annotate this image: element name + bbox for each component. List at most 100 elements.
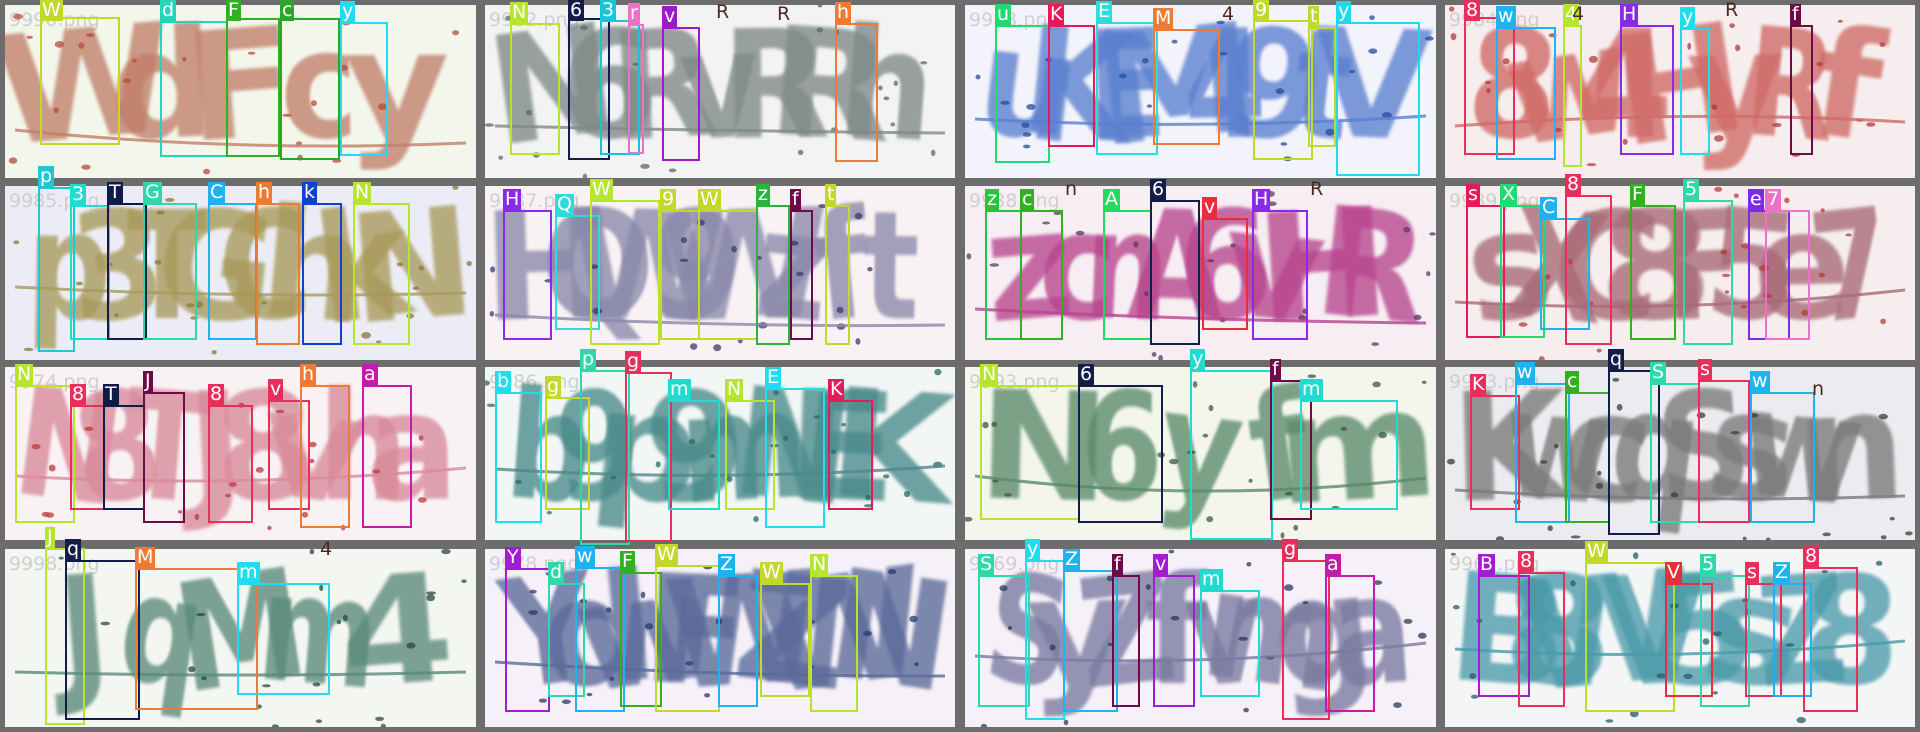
box-label: n: [1812, 378, 1825, 400]
box-label: f: [1112, 553, 1123, 575]
bounding-box: [1336, 22, 1420, 176]
bounding-box: [1270, 380, 1312, 520]
box-label: m: [237, 561, 260, 583]
box-label: Y: [505, 546, 521, 568]
bounding-box: [340, 22, 388, 156]
noise-dot: [1063, 719, 1069, 726]
box-label: t: [825, 183, 837, 205]
box-label: p: [38, 165, 55, 187]
bounding-box: [698, 210, 758, 340]
box-label: g: [625, 350, 642, 372]
box-label: 8: [1565, 173, 1582, 195]
bounding-box: [756, 205, 790, 345]
box-label: B: [1478, 553, 1496, 575]
box-label: 8: [1803, 545, 1820, 567]
box-label: y: [1680, 6, 1696, 28]
box-label: c: [1565, 370, 1580, 392]
bounding-box: [1150, 200, 1200, 345]
bounding-box: [825, 205, 850, 345]
box-label: W: [760, 561, 783, 583]
bounding-box: [545, 397, 590, 510]
box-label: K: [1048, 3, 1065, 25]
bounding-box: [160, 21, 228, 157]
box-label: d: [548, 561, 565, 583]
bounding-box: [65, 560, 140, 720]
bounding-box: [1253, 20, 1313, 160]
captcha-tile: 9993.png N 6 y f m: [965, 367, 1436, 540]
bounding-box: [1515, 383, 1570, 523]
bounding-box: [1464, 17, 1515, 155]
bounding-box: [268, 400, 310, 510]
box-label: 7: [1765, 188, 1782, 210]
bounding-box: [107, 203, 147, 340]
bounding-box: [1700, 575, 1750, 707]
box-label: K: [1470, 373, 1487, 395]
bounding-box: [1048, 25, 1095, 147]
box-label: m: [1300, 378, 1323, 400]
box-label: w: [1515, 361, 1535, 383]
box-label: q: [1608, 348, 1625, 370]
box-label: 6: [1150, 178, 1167, 200]
box-label: Z: [1773, 561, 1791, 583]
bounding-box: [668, 400, 720, 510]
noise-dot: [485, 123, 494, 127]
bounding-box: [1112, 575, 1140, 707]
bounding-box: [208, 405, 253, 523]
box-label: d: [160, 0, 177, 21]
noise-dot: [1450, 33, 1457, 41]
captcha-glyph: R: [1307, 186, 1436, 360]
box-label: F: [226, 0, 241, 21]
box-label: 4: [1222, 3, 1235, 25]
bounding-box: [1680, 28, 1710, 155]
box-label: f: [1790, 3, 1801, 25]
box-label: R: [716, 1, 730, 23]
box-label: z: [985, 188, 999, 210]
bounding-box: [503, 210, 552, 340]
noise-dot: [380, 723, 386, 727]
bounding-box: [1078, 385, 1163, 523]
bounding-box: [1153, 29, 1220, 145]
bounding-box: [143, 392, 185, 523]
noise-dot: [315, 719, 322, 723]
bounding-box: [1698, 380, 1750, 523]
noise-dot: [452, 30, 460, 36]
bounding-box: [620, 572, 662, 707]
box-label: 4: [1572, 3, 1585, 25]
box-label: E: [765, 366, 782, 388]
bounding-box: [1478, 575, 1530, 697]
bounding-box: [510, 23, 560, 155]
bounding-box: [362, 385, 412, 528]
bounding-box: [718, 575, 758, 707]
box-label: k: [302, 181, 318, 203]
bounding-box: [1750, 392, 1815, 523]
box-label: C: [208, 181, 226, 203]
bounding-box: [628, 24, 644, 154]
box-label: m: [1200, 568, 1223, 590]
box-label: X: [1500, 183, 1518, 205]
box-label: N: [353, 181, 372, 203]
box-label: 3: [600, 0, 617, 21]
bounding-box: [208, 203, 257, 340]
bounding-box: [568, 18, 610, 160]
box-label: t: [1308, 5, 1320, 27]
noise-dot: [1495, 536, 1505, 540]
bounding-box: [1103, 210, 1152, 340]
box-label: f: [1270, 358, 1281, 380]
box-label: W: [698, 188, 721, 210]
box-label: r: [628, 2, 640, 24]
bounding-box: [810, 575, 858, 712]
noise-dot: [1158, 355, 1163, 360]
bounding-box: [1470, 395, 1520, 510]
box-label: p: [580, 348, 597, 370]
bounding-box: [256, 203, 300, 345]
bounding-box: [70, 205, 110, 340]
bounding-box: [765, 388, 825, 528]
box-label: E: [1096, 0, 1113, 22]
box-label: 6: [1078, 363, 1095, 385]
bounding-box: [555, 215, 600, 330]
box-label: v: [1202, 196, 1218, 218]
box-label: 9: [660, 188, 677, 210]
noise-dot: [1538, 356, 1545, 360]
bounding-box: [660, 210, 700, 340]
bounding-box: [1683, 200, 1733, 345]
